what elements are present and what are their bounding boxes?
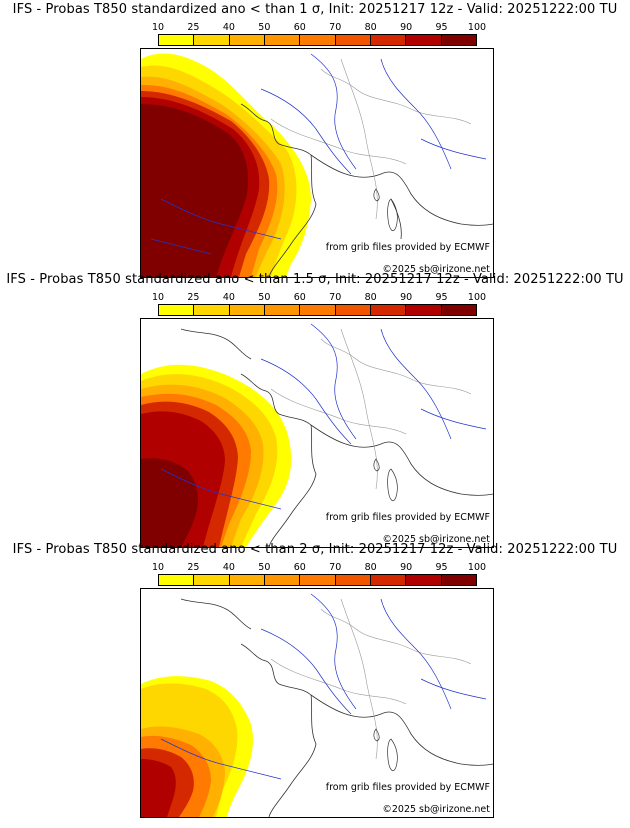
colorbar-ticks: 10 25 40 50 60 70 80 90 95 100 <box>152 22 486 34</box>
colorbar-segment <box>335 305 371 315</box>
panel-3: IFS - Probas T850 standardized ano < tha… <box>0 540 630 818</box>
map-graphic <box>141 323 493 547</box>
colorbar-tick-label: 10 <box>151 562 165 573</box>
colorbar-segment <box>300 35 336 45</box>
panel-title: IFS - Probas T850 standardized ano < tha… <box>6 272 624 287</box>
colorbar-tick-label: 40 <box>222 292 235 303</box>
colorbar-tick-label: 25 <box>187 562 200 573</box>
colorbar-tick-label: 10 <box>151 292 165 303</box>
colorbar-segment <box>159 35 195 45</box>
colorbar-segment <box>335 575 371 585</box>
colorbar-segment <box>194 305 230 315</box>
colorbar-segment <box>441 575 476 585</box>
colorbar-segment <box>194 575 230 585</box>
colorbar <box>158 574 477 586</box>
colorbar-segment <box>300 305 336 315</box>
colorbar-tick-label: 70 <box>329 562 342 573</box>
colorbar-segment <box>264 35 301 45</box>
colorbar-tick-label: 25 <box>187 22 200 33</box>
colorbar-tick-label: 50 <box>258 562 271 573</box>
colorbar-tick-label: 40 <box>222 562 235 573</box>
colorbar-segment <box>370 35 407 45</box>
panel-title: IFS - Probas T850 standardized ano < tha… <box>12 2 618 17</box>
probability-map: from grib files provided by ECMWF ©2025 … <box>140 318 494 548</box>
colorbar-tick-label: 95 <box>435 22 448 33</box>
colorbar-tick-label: 50 <box>258 292 271 303</box>
colorbar-ticks: 10 25 40 50 60 70 80 90 95 100 <box>152 292 486 304</box>
colorbar-segment <box>370 575 407 585</box>
colorbar-tick-label: 10 <box>151 22 165 33</box>
colorbar-tick-label: 100 <box>467 22 487 33</box>
colorbar-segment <box>370 305 407 315</box>
credit-copyright: ©2025 sb@irizone.net <box>382 804 490 815</box>
colorbar-segment <box>406 575 442 585</box>
colorbar-segment <box>229 575 265 585</box>
panel-2: IFS - Probas T850 standardized ano < tha… <box>0 270 630 548</box>
colorbar-tick-label: 50 <box>258 22 271 33</box>
credit-copyright: ©2025 sb@irizone.net <box>382 264 490 275</box>
colorbar-segment <box>406 305 442 315</box>
colorbar-tick-label: 25 <box>187 292 200 303</box>
colorbar-segment <box>159 575 195 585</box>
colorbar-segment <box>441 35 476 45</box>
colorbar-tick-label: 100 <box>467 562 487 573</box>
colorbar-segment <box>229 35 265 45</box>
credit-copyright: ©2025 sb@irizone.net <box>382 534 490 545</box>
colorbar-tick-label: 95 <box>435 562 448 573</box>
colorbar-tick-label: 95 <box>435 292 448 303</box>
colorbar-segment <box>194 35 230 45</box>
colorbar-segment <box>406 35 442 45</box>
credit-source: from grib files provided by ECMWF <box>325 242 490 253</box>
colorbar-tick-label: 60 <box>293 562 306 573</box>
colorbar-segment <box>229 305 265 315</box>
credit-source: from grib files provided by ECMWF <box>325 782 490 793</box>
colorbar-tick-label: 60 <box>293 22 306 33</box>
colorbar-tick-label: 90 <box>400 562 413 573</box>
credit-source: from grib files provided by ECMWF <box>325 512 490 523</box>
panel-1: IFS - Probas T850 standardized ano < tha… <box>0 0 630 278</box>
colorbar-tick-label: 100 <box>467 292 487 303</box>
probability-map: from grib files provided by ECMWF ©2025 … <box>140 48 494 278</box>
colorbar-ticks: 10 25 40 50 60 70 80 90 95 100 <box>152 562 486 574</box>
colorbar <box>158 34 477 46</box>
map-graphic <box>141 53 493 277</box>
colorbar-tick-label: 70 <box>329 292 342 303</box>
colorbar-tick-label: 90 <box>400 22 413 33</box>
panel-title: IFS - Probas T850 standardized ano < tha… <box>12 542 618 557</box>
colorbar-tick-label: 80 <box>364 562 377 573</box>
colorbar-segment <box>264 305 301 315</box>
colorbar-tick-label: 40 <box>222 22 235 33</box>
colorbar-segment <box>264 575 301 585</box>
colorbar-segment <box>335 35 371 45</box>
colorbar-segment <box>159 305 195 315</box>
map-graphic <box>141 593 493 817</box>
colorbar-tick-label: 80 <box>364 22 377 33</box>
colorbar-segment <box>300 575 336 585</box>
colorbar-segment <box>441 305 476 315</box>
colorbar-tick-label: 60 <box>293 292 306 303</box>
colorbar-tick-label: 90 <box>400 292 413 303</box>
colorbar <box>158 304 477 316</box>
colorbar-tick-label: 80 <box>364 292 377 303</box>
colorbar-tick-label: 70 <box>329 22 342 33</box>
probability-map: from grib files provided by ECMWF ©2025 … <box>140 588 494 818</box>
